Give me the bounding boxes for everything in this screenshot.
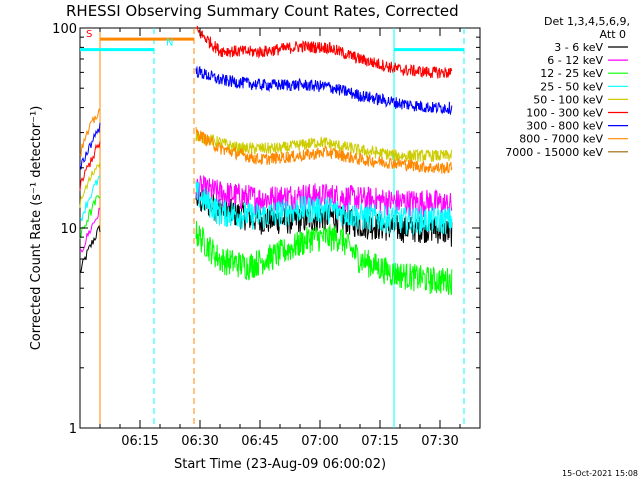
- series-lines: [79, 25, 453, 296]
- x-axis-ticks: 06:15 06:30 06:45 07:00 07:15 07:30: [99, 28, 481, 449]
- y-axis-ticks: 1 10 100: [52, 22, 480, 437]
- legend-label: 300 - 800 keV: [526, 120, 603, 133]
- y-tick-label: 1: [69, 422, 77, 437]
- timestamp: 15-Oct-2021 15:08: [562, 469, 638, 478]
- series-line-1-early: [79, 207, 101, 253]
- y-axis-label: Corrected Count Rate (s⁻¹ detector⁻¹): [29, 106, 44, 351]
- series-line-5-early: [79, 141, 101, 192]
- series-line-5: [195, 25, 453, 79]
- series-line-7-early: [79, 108, 101, 157]
- series-line-3: [195, 181, 453, 235]
- series-line-7: [195, 126, 453, 174]
- x-tick-label: 06:30: [181, 434, 218, 449]
- legend-label: 800 - 7000 keV: [519, 133, 603, 146]
- chart-title: RHESSI Observing Summary Count Rates, Co…: [66, 2, 459, 20]
- legend-label: 6 - 12 keV: [547, 54, 603, 67]
- state-flags: [80, 37, 464, 52]
- series-line-1: [195, 174, 453, 218]
- y-tick-label: 100: [52, 22, 77, 37]
- series-line-2-early: [79, 195, 101, 239]
- x-tick-label: 06:15: [121, 434, 158, 449]
- x-tick-label: 07:30: [421, 434, 458, 449]
- series-line-3-early: [79, 175, 100, 222]
- flag-annotation: S: [86, 29, 92, 40]
- legend-label: 50 - 100 keV: [533, 93, 603, 106]
- legend-label: 25 - 50 keV: [540, 80, 603, 93]
- legend-header-line-2: Att 0: [600, 28, 626, 41]
- x-tick-label: 07:00: [301, 434, 338, 449]
- legend-label: 12 - 25 keV: [540, 67, 603, 80]
- series-line-4-early: [79, 161, 101, 208]
- legend-label: 7000 - 15000 keV: [505, 146, 603, 159]
- series-line-4: [195, 130, 453, 162]
- y-tick-label: 10: [60, 222, 77, 237]
- legend-header-line-1: Det 1,3,4,5,6,9,: [544, 15, 630, 28]
- flag-annotation: N: [166, 37, 173, 48]
- flag-annotations: SN: [86, 29, 173, 48]
- series-line-6-early: [79, 122, 101, 170]
- x-tick-label: 07:15: [361, 434, 398, 449]
- legend-label: 100 - 300 keV: [526, 107, 603, 120]
- legend-label: 3 - 6 keV: [554, 41, 603, 54]
- x-tick-label: 06:45: [241, 434, 278, 449]
- series-line-6: [195, 65, 453, 116]
- series-line-2: [195, 220, 453, 296]
- x-axis-label: Start Time (23-Aug-09 06:00:02): [174, 457, 386, 472]
